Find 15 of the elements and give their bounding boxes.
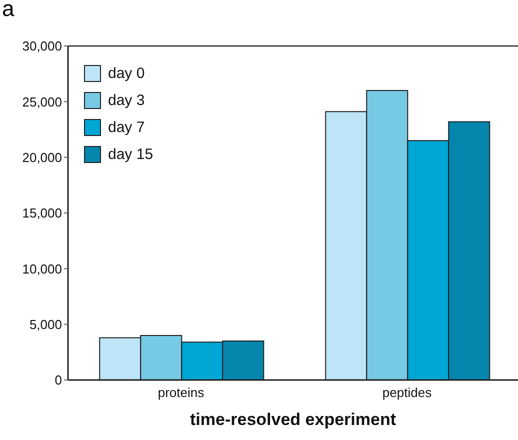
y-tick-label: 30,000 (22, 38, 62, 54)
y-tick-label: 25,000 (22, 94, 62, 110)
y-tick-label: 10,000 (22, 261, 62, 276)
y-tick-label: 15,000 (22, 206, 62, 221)
text: a (2, 0, 14, 22)
y-tick-label: 5,000 (29, 316, 62, 332)
x-axis-title: time-resolved experiment (189, 410, 397, 430)
legend-label: day 15 (108, 146, 154, 163)
legend-label: day 7 (108, 119, 145, 136)
y-tick-label: 0 (54, 372, 62, 388)
x-tick-label: proteins (158, 385, 205, 400)
y-tick-label: 20,000 (22, 150, 62, 165)
legend-label: day 0 (108, 65, 145, 82)
x-tick-label: peptides (382, 385, 432, 400)
legend-label: day 3 (108, 92, 145, 109)
